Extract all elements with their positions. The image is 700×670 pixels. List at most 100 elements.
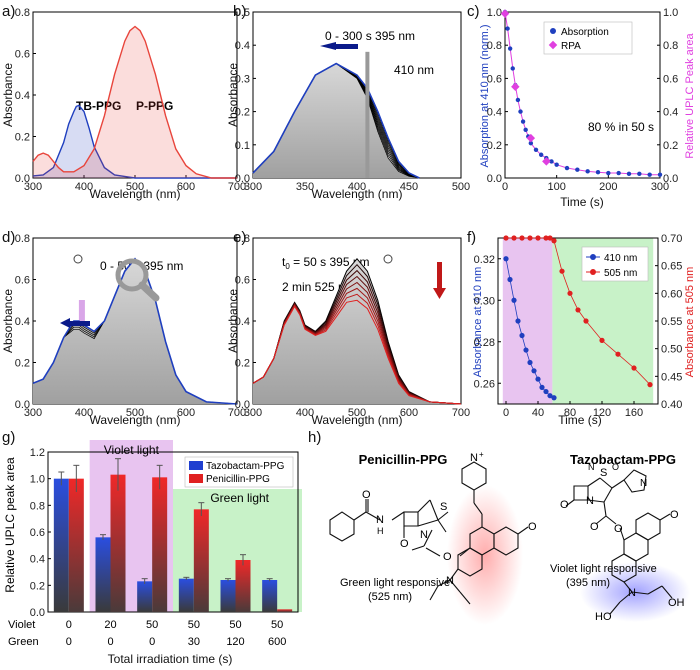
panel-a-ylabel: Absorbance <box>1 63 15 127</box>
tazobactam-ppg-structure <box>565 469 673 615</box>
panel-f-point-505 <box>543 235 549 241</box>
panel-b-xtick-label: 500 <box>452 181 470 193</box>
tazobactam-atom-o-coumarin: O <box>670 509 679 521</box>
panel-c-absorption-point <box>510 66 515 71</box>
panel-f-ytick-right-label: 0.50 <box>661 344 682 356</box>
panel-a-xlabel: Wavelength (nm) <box>90 187 181 201</box>
panel-f-xtick-label: 120 <box>593 407 611 419</box>
panel-f-point-505 <box>547 235 553 241</box>
panel-label-f: f) <box>467 229 476 246</box>
panel-b-xlabel: Wavelength (nm) <box>312 187 403 201</box>
panel-g-bar-tazobactam <box>262 580 278 612</box>
panel-e-ytick-label: 0.2 <box>235 358 250 370</box>
panel-b-xtick-label: 450 <box>400 181 418 193</box>
penicillin-pyridinium-charge: + <box>479 450 484 459</box>
panel-f-point-505 <box>559 268 565 274</box>
panel-c-ylabel-right: Relative UPLC Peak area <box>684 32 696 158</box>
panel-c-annotation: 80 % in 50 s <box>588 120 654 134</box>
panel-g-violet-value: 0 <box>66 619 72 631</box>
panel-e-arrow-body <box>437 262 442 288</box>
panel-c-legend <box>543 21 633 55</box>
panel-c-xtick-label: 0 <box>502 181 508 193</box>
panel-f-point-410 <box>539 384 545 390</box>
panel-c-absorption-point <box>549 159 554 164</box>
penicillin-atom-o-lactam: O <box>400 538 409 550</box>
panel-g-bar-penicillin <box>152 477 168 612</box>
panel-b-annotation-top: 0 - 300 s 395 nm <box>325 29 415 43</box>
panel-e-xtick-label: 400 <box>296 407 314 419</box>
panel-c-ytick-right-label: 0.4 <box>663 107 678 119</box>
panel-c-absorption-point <box>518 109 523 114</box>
panel-g-bar-penicillin <box>68 478 84 612</box>
panel-d-lamp-icon <box>73 254 83 264</box>
panel-g-violet-value: 50 <box>146 619 158 631</box>
tazobactam-atom-n-ring: N <box>586 495 594 507</box>
panel-d-magnifier-icon <box>115 258 149 292</box>
panel-f-xlabel: Time (s) <box>558 413 602 427</box>
tazobactam-caption-1: Violet light responsive <box>550 563 657 575</box>
tazobactam-atom-o-ester: O <box>614 523 623 535</box>
panel-c-absorption-point <box>647 172 652 177</box>
panel-d-xtick-label: 700 <box>228 407 246 419</box>
panel-label-e: e) <box>233 229 246 246</box>
panel-b-chart: Wavelength (nm) Absorbance 0 - 300 s 395… <box>226 7 470 201</box>
panel-f-ytick-right-label: 0.55 <box>661 316 682 328</box>
panel-c-absorption-point <box>657 172 663 177</box>
panel-g-bar-tazobactam <box>53 478 69 612</box>
panel-g-ytick-label: 0.2 <box>30 580 45 592</box>
panel-label-b: b) <box>233 3 246 20</box>
panel-g-violet-value: 20 <box>104 619 116 631</box>
panel-g-bar-penicillin <box>235 560 251 612</box>
panel-g-ytick-label: 0.0 <box>30 607 45 619</box>
panel-e-xtick-label: 700 <box>452 407 470 419</box>
panel-d-xtick-label: 400 <box>75 407 93 419</box>
panel-g-xlabel: Total irradiation time (s) <box>108 652 233 666</box>
panel-g-legend-tazobactam: Tazobactam-PPG <box>206 461 285 472</box>
panel-b-410nm-marker <box>365 51 370 179</box>
panel-c-absorption-point <box>606 170 611 176</box>
panel-g-ytick-label: 1.2 <box>30 447 45 459</box>
panel-e-chart: Wavelength (nm) Absorbance t0 = 50 s 395… <box>226 233 470 427</box>
panel-a-xtick-label: 700 <box>228 181 246 193</box>
penicillin-atom-s: S <box>440 501 447 513</box>
panel-c-absorption-point <box>505 26 510 31</box>
panel-c-absorption-point <box>507 46 513 51</box>
panel-f-point-410 <box>527 359 533 366</box>
panel-g-green-value: 30 <box>188 636 200 648</box>
panel-g-bar-penicillin <box>193 509 209 612</box>
panel-g-green-value: 0 <box>107 636 113 648</box>
penicillin-atom-n-ring: N <box>420 529 428 541</box>
panel-f-point-505 <box>631 365 637 371</box>
panel-label-c: c) <box>467 3 480 20</box>
panel-c-ytick-label: 1.0 <box>487 7 502 19</box>
panel-f-point-505 <box>527 235 533 241</box>
panel-f-ytick-label: 0.28 <box>474 337 495 349</box>
panel-d-ytick-label: 0.8 <box>15 233 30 245</box>
panel-b-xtick-label: 350 <box>296 181 314 193</box>
panel-g-bar-penicillin <box>110 474 126 612</box>
panel-g-ylabel: Relative UPLC peak area <box>3 457 17 593</box>
panel-d-magnifier-handle-icon <box>138 281 160 302</box>
panel-f-point-410 <box>535 376 541 382</box>
panel-d-ytick-label: 0.2 <box>15 358 30 370</box>
penicillin-atom-o-ester: O <box>443 551 452 563</box>
panel-c-ytick-right-label: 1.0 <box>663 7 678 19</box>
panel-g-legend-swatch-tazobactam <box>189 461 203 470</box>
panel-c-legend-absorption: Absorption <box>561 27 609 38</box>
penicillin-atom-o-amide: O <box>362 489 371 501</box>
panel-g-ytick-label: 0.4 <box>30 554 45 566</box>
penicillin-ppg-structure <box>329 461 529 605</box>
panel-b-ylabel: Absorbance <box>226 63 240 127</box>
panel-f-point-505 <box>583 318 589 324</box>
panel-c-absorption-point <box>564 165 570 171</box>
panel-c-rpa-point <box>500 9 510 18</box>
panel-e-area <box>253 258 461 404</box>
penicillin-caption-2: (525 nm) <box>368 591 412 603</box>
panel-f-legend <box>581 246 649 282</box>
panel-f-point-505 <box>567 290 573 296</box>
panel-f-point-410 <box>523 347 529 353</box>
panel-e-xtick-label: 500 <box>348 407 366 419</box>
panel-f-xtick-label: 0 <box>503 407 509 419</box>
panel-f-point-505 <box>575 307 581 313</box>
